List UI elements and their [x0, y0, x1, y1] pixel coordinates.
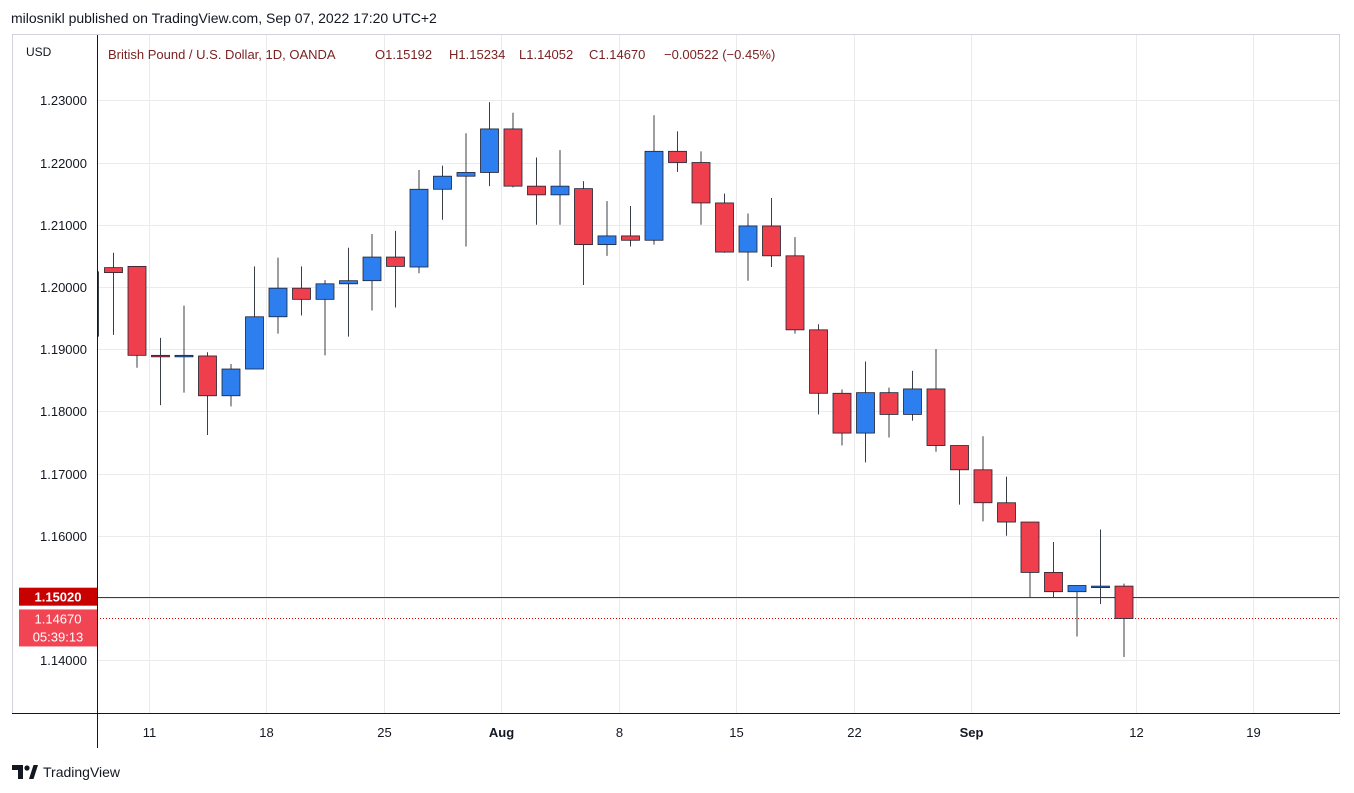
x-tick-label: 12: [1129, 725, 1143, 740]
legend-low: L1.14052: [519, 47, 573, 62]
candle-up: [175, 355, 193, 357]
price-labels: 1.15020 1.14670 05:39:13: [19, 588, 97, 647]
candle-down: [575, 189, 593, 245]
candle-up: [363, 257, 381, 281]
candle-down: [998, 503, 1016, 522]
candle-down: [152, 355, 170, 357]
candle-up: [645, 151, 663, 240]
candle-up: [904, 389, 922, 415]
legend-open: O1.15192: [375, 47, 432, 62]
candle-down: [833, 393, 851, 433]
candle-down: [692, 163, 710, 203]
candle-up: [340, 281, 358, 284]
candle-up: [1068, 585, 1086, 591]
tradingview-logo-icon: [12, 765, 38, 779]
candle-down: [763, 226, 781, 256]
candle-down: [669, 151, 687, 162]
candle-down: [880, 393, 898, 415]
candle-down: [128, 266, 146, 355]
price-line-label: 1.15020: [35, 590, 82, 605]
grid-lines: [97, 35, 1339, 713]
chart-legend: USD British Pound / U.S. Dollar, 1D, OAN…: [26, 45, 775, 62]
candle-up: [598, 236, 616, 245]
candle-up: [434, 176, 452, 189]
candle-down: [199, 356, 217, 396]
candle-up: [739, 226, 757, 252]
tradingview-logo[interactable]: TradingView: [12, 763, 120, 781]
x-tick-label: 15: [729, 725, 743, 740]
price-lines: [97, 598, 1339, 619]
candle-down: [504, 129, 522, 186]
currency-label: USD: [26, 45, 52, 59]
candle-down: [716, 203, 734, 252]
current-price-label: 1.14670: [35, 611, 82, 626]
candle-up: [316, 284, 334, 300]
candle-countdown-label: 05:39:13: [33, 629, 84, 644]
candle-up: [1092, 586, 1110, 588]
y-tick-label: 1.18000: [40, 404, 87, 419]
x-tick-label: 19: [1246, 725, 1260, 740]
candle-up: [551, 186, 569, 195]
y-tick-label: 1.21000: [40, 218, 87, 233]
candle-down: [622, 236, 640, 240]
y-tick-label: 1.22000: [40, 156, 87, 171]
candle-down: [927, 389, 945, 446]
candle-up: [457, 172, 475, 176]
candle-down: [951, 446, 969, 470]
candle-down: [105, 268, 123, 273]
y-tick-label: 1.20000: [40, 280, 87, 295]
x-tick-label: 22: [847, 725, 861, 740]
legend-symbol: British Pound / U.S. Dollar, 1D, OANDA: [108, 47, 336, 62]
candle-down: [387, 257, 405, 266]
candles: [99, 102, 1134, 657]
candle-down: [786, 256, 804, 330]
x-tick-label: 18: [259, 725, 273, 740]
x-tick-label: 25: [377, 725, 391, 740]
candle-down: [1021, 522, 1039, 572]
legend-change: −0.00522 (−0.45%): [664, 47, 775, 62]
candle-down: [1045, 572, 1063, 591]
x-tick-label: Sep: [960, 725, 984, 740]
candle-up: [481, 129, 499, 173]
x-tick-label: Aug: [489, 725, 514, 740]
x-tick-label: 11: [143, 725, 157, 740]
legend-close: C1.14670: [589, 47, 645, 62]
y-tick-label: 1.23000: [40, 93, 87, 108]
candlestick-chart[interactable]: 1.140001.150001.160001.170001.180001.190…: [0, 0, 1354, 760]
y-tick-label: 1.14000: [40, 653, 87, 668]
candle-up: [246, 317, 264, 369]
y-tick-label: 1.19000: [40, 342, 87, 357]
legend-high: H1.15234: [449, 47, 505, 62]
logo-text: TradingView: [43, 764, 120, 780]
y-tick-label: 1.17000: [40, 467, 87, 482]
candle-up: [410, 189, 428, 267]
y-tick-label: 1.16000: [40, 529, 87, 544]
candle-down: [528, 186, 546, 195]
candle-down: [974, 470, 992, 503]
x-tick-label: 8: [616, 725, 623, 740]
candle-up: [269, 288, 287, 317]
candle-down: [1115, 586, 1133, 618]
candle-up: [222, 369, 240, 396]
candle-down: [293, 288, 311, 299]
candle-up: [857, 393, 875, 433]
candle-down: [810, 330, 828, 393]
